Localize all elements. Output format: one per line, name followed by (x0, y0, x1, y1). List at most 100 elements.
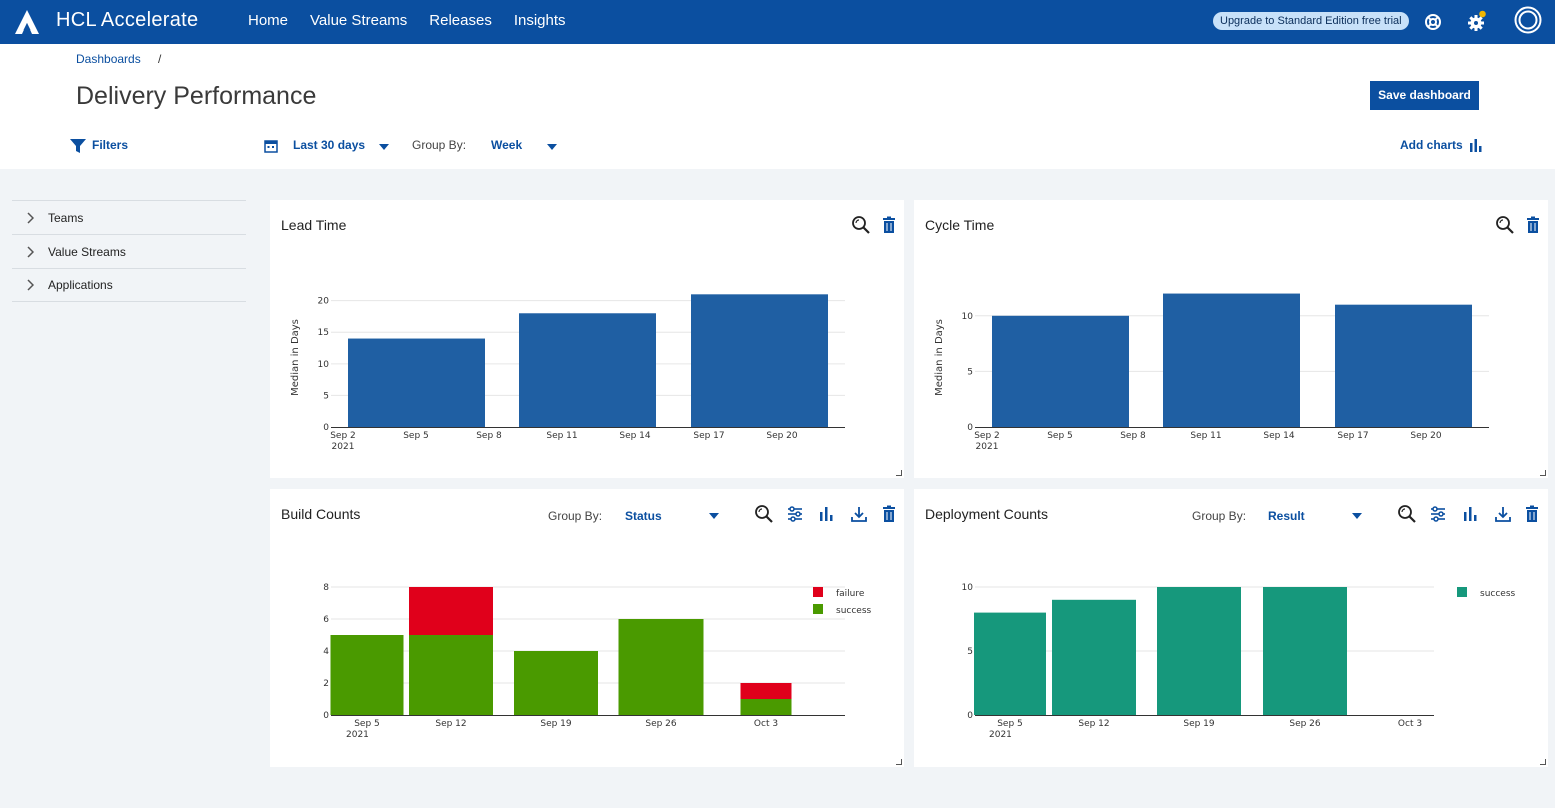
y-tick-label: 6 (323, 615, 329, 625)
sidebar-item-label: Applications (48, 278, 113, 292)
x-year-label: 2021 (976, 442, 999, 452)
group-by-label: Group By: (1192, 509, 1247, 523)
delete-icon[interactable] (879, 215, 899, 235)
nav-insights[interactable]: Insights (513, 12, 566, 29)
cycle-time-card: Cycle Time 0 5 10 Median in Days Sep 2 Sep 5 S… (914, 200, 1548, 478)
delete-icon[interactable] (879, 504, 899, 524)
legend-swatch (813, 604, 823, 614)
x-tick-label: Sep 12 (435, 719, 466, 729)
download-icon[interactable] (1493, 504, 1513, 524)
deployment-counts-card: Deployment Counts Group By: Result 0 5 10 S… (914, 489, 1548, 767)
gear-icon[interactable] (1465, 10, 1489, 34)
y-tick-label: 4 (323, 647, 329, 657)
y-tick-label: 5 (967, 367, 973, 377)
save-dashboard-button[interactable]: Save dashboard (1370, 81, 1479, 110)
bar (691, 294, 828, 427)
download-icon[interactable] (849, 504, 869, 524)
delete-icon[interactable] (1523, 215, 1543, 235)
chevron-down-icon[interactable] (379, 144, 389, 150)
lead-time-chart: 0 5 10 15 20 Median in Days Sep 2 Sep 5 Sep 8 Sep… (290, 294, 845, 452)
add-charts-button[interactable]: Add charts (1400, 138, 1463, 152)
nav-home[interactable]: Home (248, 12, 289, 29)
chevron-right-icon (27, 245, 34, 258)
cycle-time-chart: 0 5 10 Median in Days Sep 2 Sep 5 Sep 8 Sep 11 S… (934, 293, 1489, 452)
chevron-down-icon[interactable] (709, 513, 719, 519)
zoom-icon[interactable] (851, 215, 871, 235)
y-tick-label: 5 (323, 391, 329, 401)
app-title[interactable]: HCL Accelerate (56, 9, 199, 31)
nav-releases[interactable]: Releases (429, 12, 492, 29)
group-by-select[interactable]: Result (1268, 509, 1305, 523)
help-icon[interactable] (1421, 10, 1445, 34)
resize-handle[interactable] (896, 470, 902, 476)
chevron-down-icon[interactable] (547, 144, 557, 150)
y-tick-label: 0 (967, 711, 973, 721)
group-by-select[interactable]: Status (625, 509, 662, 523)
user-icon[interactable] (1514, 6, 1542, 34)
x-tick-label: Sep 14 (1263, 431, 1295, 441)
x-tick-label: Sep 5 (1047, 431, 1073, 441)
x-tick-label: Sep 5 (403, 431, 429, 441)
bar-chart-icon[interactable] (1469, 138, 1483, 152)
card-title: Lead Time (281, 217, 347, 233)
bar (1335, 304, 1472, 427)
x-tick-label: Sep 20 (1410, 431, 1442, 441)
breadcrumb-dashboards[interactable]: Dashboards (76, 52, 141, 66)
chevron-right-icon (27, 279, 34, 291)
sliders-icon[interactable] (785, 504, 805, 524)
card-title: Cycle Time (925, 217, 995, 233)
x-year-label: 2021 (332, 442, 355, 452)
calendar-icon[interactable] (264, 139, 278, 153)
y-tick-label: 2 (323, 679, 329, 689)
delete-icon[interactable] (1522, 504, 1542, 524)
legend-label: success (836, 606, 872, 616)
bar (1163, 293, 1300, 427)
bar (348, 338, 485, 427)
group-by-select[interactable]: Week (491, 138, 523, 152)
y-tick-label: 0 (323, 711, 329, 721)
y-tick-label: 10 (318, 360, 330, 370)
resize-handle[interactable] (896, 759, 902, 765)
page-title: Delivery Performance (76, 82, 317, 110)
breadcrumb-separator: / (158, 52, 162, 66)
deployment-counts-chart: 0 5 10 Sep 5 Sep 12 Sep 19 Sep 26 Oct 3 2021 succ… (962, 583, 1516, 740)
resize-handle[interactable] (1540, 470, 1546, 476)
bar-chart-icon[interactable] (1460, 504, 1480, 524)
bar-success (618, 619, 704, 715)
group-by-label: Group By: (412, 138, 467, 152)
top-bar: HCL Accelerate Home Value Streams Releas… (0, 0, 1555, 44)
sidebar-item-value-streams[interactable]: Value Streams (12, 234, 246, 268)
zoom-icon[interactable] (754, 504, 774, 524)
legend-label: success (1480, 589, 1516, 599)
resize-handle[interactable] (1540, 759, 1546, 765)
bar (992, 315, 1129, 427)
upgrade-badge[interactable]: Upgrade to Standard Edition free trial (1213, 12, 1409, 30)
bar-chart-icon[interactable] (816, 504, 836, 524)
sidebar-item-teams[interactable]: Teams (12, 200, 246, 234)
x-tick-label: Sep 12 (1078, 719, 1109, 729)
chevron-right-icon (27, 211, 34, 224)
filter-icon[interactable] (70, 139, 86, 153)
y-tick-label: 0 (967, 423, 973, 433)
bar-success (974, 612, 1046, 715)
nav-value-streams[interactable]: Value Streams (310, 12, 408, 29)
bar-success (514, 651, 598, 715)
bar (519, 313, 656, 427)
chevron-down-icon[interactable] (1352, 513, 1362, 519)
sliders-icon[interactable] (1428, 504, 1448, 524)
zoom-icon[interactable] (1495, 215, 1515, 235)
x-tick-label: Sep 8 (1120, 431, 1146, 441)
bar-success (1052, 599, 1136, 715)
bar-failure (409, 587, 493, 635)
x-tick-label: Sep 5 (997, 719, 1023, 729)
hcl-logo-icon[interactable] (14, 9, 40, 35)
x-tick-label: Sep 11 (1190, 431, 1221, 441)
y-tick-label: 0 (323, 423, 329, 433)
filters-button[interactable]: Filters (92, 138, 129, 152)
zoom-icon[interactable] (1397, 504, 1417, 524)
x-tick-label: Sep 2 (974, 431, 1000, 441)
date-range-select[interactable]: Last 30 days (293, 138, 366, 152)
filter-sidebar: Teams Value Streams Applications (12, 200, 246, 302)
sidebar-item-applications[interactable]: Applications (12, 268, 246, 302)
build-counts-chart: 0 2 4 6 8 Sep 5 Sep 12 Sep 19 Sep 26 Oct 3 2021 fai… (323, 583, 872, 740)
